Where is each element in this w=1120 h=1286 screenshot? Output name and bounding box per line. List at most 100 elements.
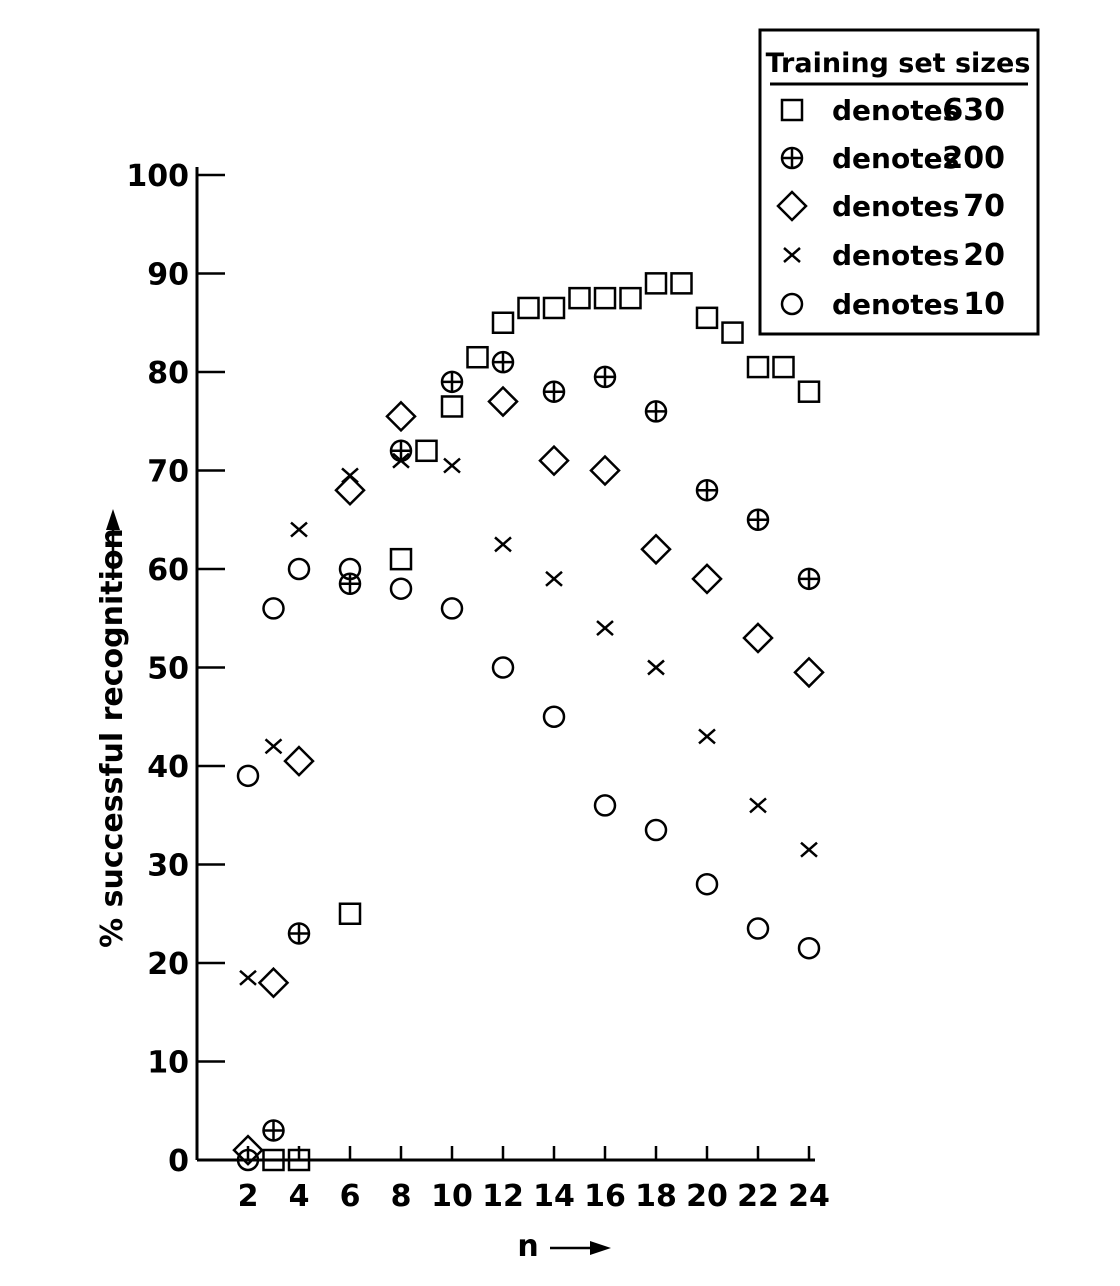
data-point-circle-plus <box>695 478 719 502</box>
y-axis-label: % successful recognition <box>95 528 130 948</box>
data-point-circle <box>389 577 413 600</box>
data-point-square <box>593 286 617 310</box>
data-point-square <box>670 272 693 295</box>
data-point-square <box>517 296 540 320</box>
y-axis-arrow <box>106 509 120 580</box>
y-tick-label: 0 <box>168 1144 189 1179</box>
y-tick-label: 100 <box>126 159 189 194</box>
data-point-cross <box>264 738 283 755</box>
legend-marker-diamond <box>776 190 808 222</box>
data-point-square <box>644 272 668 295</box>
x-tick-label: 8 <box>391 1179 412 1214</box>
y-tick-label: 60 <box>147 553 189 588</box>
x-tick-label: 16 <box>584 1179 626 1214</box>
data-point-diamond <box>538 444 570 477</box>
data-point-circle-plus <box>746 508 770 531</box>
data-point-circle <box>338 557 362 581</box>
data-point-cross <box>545 570 563 587</box>
legend-entry-value: 200 <box>942 141 1005 176</box>
legend-title: Training set sizes <box>766 48 1031 79</box>
data-point-circle-plus <box>338 572 362 596</box>
data-point-diamond <box>691 563 723 595</box>
data-point-diamond <box>232 1134 264 1166</box>
data-point-circle-plus <box>491 350 515 374</box>
data-point-diamond <box>283 745 315 777</box>
data-point-diamond <box>589 454 621 487</box>
legend-entry-text: denotes <box>832 94 959 127</box>
y-tick-label: 40 <box>147 750 189 785</box>
data-point-circle <box>542 705 566 728</box>
data-point-diamond <box>257 966 290 999</box>
data-point-diamond <box>487 385 519 418</box>
legend-entry: denotes 20 <box>783 238 1005 273</box>
data-point-square <box>440 395 464 418</box>
x-tick-label: 4 <box>289 1179 310 1214</box>
y-tick-label: 30 <box>147 849 189 884</box>
data-point-cross <box>596 620 614 637</box>
series-20 <box>239 452 818 986</box>
x-tick-label: 12 <box>482 1179 524 1214</box>
x-tick-label: 2 <box>238 1179 259 1214</box>
data-point-diamond <box>742 622 774 654</box>
x-tick-label: 6 <box>340 1179 361 1214</box>
data-point-circle-plus <box>440 370 464 394</box>
data-point-square <box>695 306 719 330</box>
data-point-circle <box>491 656 515 679</box>
x-tick-label: 10 <box>431 1179 473 1214</box>
x-axis-label: n <box>517 1229 538 1264</box>
y-tick-label: 50 <box>147 652 189 687</box>
data-point-square <box>338 902 362 925</box>
y-tick-label: 20 <box>147 947 189 982</box>
data-point-square <box>746 355 770 379</box>
legend-marker-circle-plus <box>780 146 804 170</box>
data-point-square <box>466 345 489 369</box>
data-point-circle-plus <box>593 365 617 389</box>
data-point-circle <box>440 597 464 620</box>
data-point-square <box>542 296 566 320</box>
legend-entry-value: 630 <box>942 93 1005 128</box>
legend-entry: denotes 70 <box>776 189 1005 224</box>
data-point-circle <box>593 794 617 817</box>
data-point-square <box>491 311 515 334</box>
data-point-cross <box>443 457 461 474</box>
data-point-circle-plus <box>287 922 311 945</box>
chart-marks <box>232 272 825 1172</box>
x-tick-label: 20 <box>686 1179 728 1214</box>
y-tick-label: 70 <box>147 455 189 490</box>
data-point-diamond <box>385 400 417 433</box>
data-point-cross <box>800 841 818 858</box>
series-200 <box>262 350 821 1142</box>
x-tick-label: 22 <box>737 1179 779 1214</box>
data-point-circle <box>262 597 285 620</box>
y-tick-label: 90 <box>147 258 189 293</box>
data-point-square <box>797 380 821 403</box>
data-point-diamond <box>334 474 366 506</box>
data-point-square <box>721 321 744 344</box>
data-point-circle <box>797 936 821 960</box>
legend-marker-square <box>780 98 804 122</box>
data-point-circle-plus <box>262 1119 285 1142</box>
y-tick-label: 10 <box>147 1046 189 1081</box>
data-point-square <box>772 355 795 379</box>
data-point-circle <box>695 872 719 896</box>
legend-entry: denotes 10 <box>780 287 1005 322</box>
data-point-square <box>415 439 438 463</box>
legend: Training set sizes denotes630denotes200d… <box>758 28 1040 336</box>
x-axis-arrow <box>550 1241 611 1255</box>
data-point-cross <box>392 452 410 469</box>
data-point-square <box>287 1148 311 1172</box>
chart-axes <box>195 167 815 1162</box>
legend-entry-text: denotes <box>832 239 959 272</box>
x-tick-label: 14 <box>533 1179 575 1214</box>
legend-box <box>758 28 1040 336</box>
data-point-cross <box>494 536 512 553</box>
data-point-circle <box>287 557 311 581</box>
data-point-circle-plus <box>389 439 413 463</box>
data-point-circle-plus <box>542 380 566 403</box>
legend-entry-value: 10 <box>963 287 1005 322</box>
legend-marker-cross <box>783 247 801 263</box>
data-point-circle <box>236 764 260 788</box>
